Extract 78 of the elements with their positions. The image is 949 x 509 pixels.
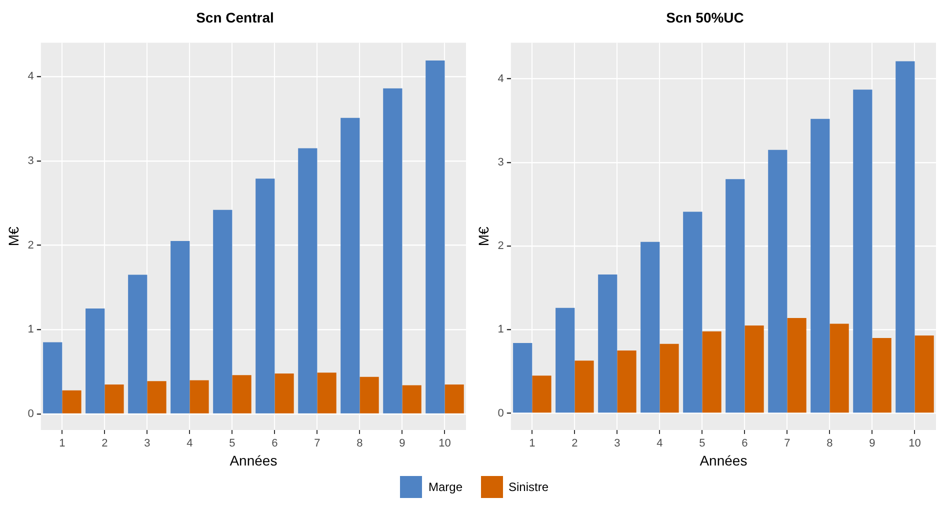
bar — [232, 375, 252, 414]
bar — [617, 350, 636, 413]
x-tick-label: 3 — [614, 438, 620, 450]
bar — [810, 118, 830, 413]
x-axis-title: Années — [230, 452, 278, 468]
x-tick-label: 1 — [529, 438, 536, 450]
bar — [426, 60, 445, 414]
bar — [383, 88, 402, 414]
bar — [683, 212, 702, 413]
bar — [170, 241, 190, 414]
y-tick-label: 4 — [498, 72, 504, 85]
bar — [402, 385, 422, 414]
bar — [43, 342, 62, 414]
bar — [513, 343, 532, 413]
y-tick-label: 1 — [498, 324, 504, 336]
legend-label: Marge — [428, 480, 462, 494]
x-tick-label: 2 — [102, 438, 108, 450]
bar — [147, 381, 166, 414]
chart-title: Scn 50%UC — [666, 9, 744, 26]
x-tick-label: 6 — [272, 438, 278, 450]
x-tick-label: 7 — [314, 438, 320, 450]
bar — [556, 308, 575, 413]
bar — [598, 274, 618, 413]
x-tick-label: 6 — [742, 438, 748, 450]
bar — [574, 360, 594, 413]
bar — [62, 390, 82, 414]
bar — [128, 274, 148, 414]
y-tick-label: 0 — [28, 408, 34, 420]
chart-title: Scn Central — [196, 9, 274, 26]
x-tick-label: 10 — [908, 438, 921, 450]
bar — [702, 331, 722, 413]
bar — [660, 344, 679, 413]
x-tick-label: 5 — [699, 438, 706, 450]
bar — [640, 242, 660, 413]
bar — [340, 118, 360, 414]
x-tick-label: 5 — [229, 438, 236, 450]
bar — [104, 384, 124, 414]
bar — [532, 376, 552, 413]
x-tick-label: 10 — [438, 438, 451, 450]
x-tick-label: 9 — [399, 438, 406, 450]
bar — [444, 384, 464, 414]
bar — [853, 90, 872, 413]
bar — [317, 372, 336, 414]
y-tick-label: 3 — [498, 156, 504, 168]
x-tick-label: 9 — [869, 438, 876, 450]
y-tick-label: 3 — [28, 154, 34, 167]
bar — [744, 325, 764, 413]
bar — [896, 61, 915, 413]
bar — [86, 308, 105, 414]
bar — [256, 178, 275, 414]
y-tick-label: 2 — [28, 239, 34, 252]
x-tick-label: 7 — [784, 438, 790, 450]
x-axis-title: Années — [700, 452, 748, 468]
x-tick-label: 8 — [826, 438, 833, 450]
bar — [830, 324, 849, 413]
bar — [914, 336, 934, 413]
bar — [274, 373, 294, 414]
bar — [298, 148, 318, 414]
x-tick-label: 1 — [59, 438, 66, 450]
bar — [360, 376, 379, 414]
bar — [726, 179, 745, 413]
x-tick-label: 2 — [572, 438, 578, 450]
y-axis-title: M€ — [475, 226, 492, 246]
x-tick-label: 4 — [656, 438, 663, 450]
x-tick-label: 4 — [186, 438, 193, 450]
bar — [768, 150, 788, 413]
y-tick-label: 2 — [498, 240, 504, 252]
bar — [190, 380, 209, 414]
y-tick-label: 0 — [498, 407, 504, 420]
legend-label: Sinistre — [508, 480, 549, 494]
x-tick-label: 8 — [356, 438, 363, 450]
bar — [787, 318, 806, 413]
bar — [872, 338, 892, 413]
y-tick-label: 1 — [28, 324, 34, 336]
x-tick-label: 3 — [144, 438, 150, 450]
y-tick-label: 4 — [28, 70, 34, 83]
y-axis-title: M€ — [5, 226, 22, 246]
bar — [213, 210, 232, 414]
